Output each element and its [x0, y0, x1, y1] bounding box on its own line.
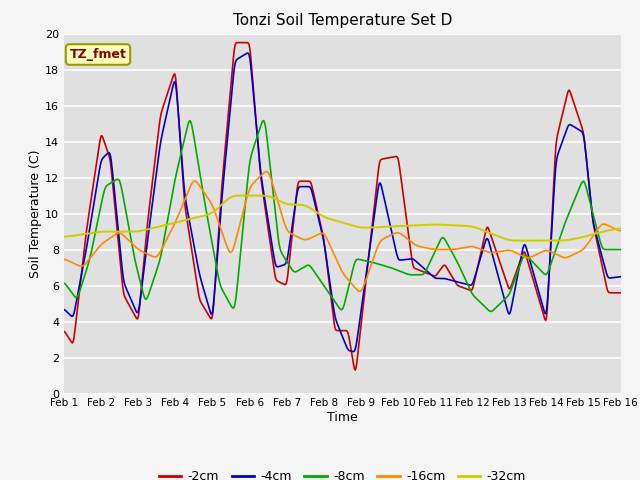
Legend: -2cm, -4cm, -8cm, -16cm, -32cm: -2cm, -4cm, -8cm, -16cm, -32cm [154, 465, 531, 480]
X-axis label: Time: Time [327, 411, 358, 424]
Y-axis label: Soil Temperature (C): Soil Temperature (C) [29, 149, 42, 278]
Text: TZ_fmet: TZ_fmet [70, 48, 127, 61]
Title: Tonzi Soil Temperature Set D: Tonzi Soil Temperature Set D [233, 13, 452, 28]
